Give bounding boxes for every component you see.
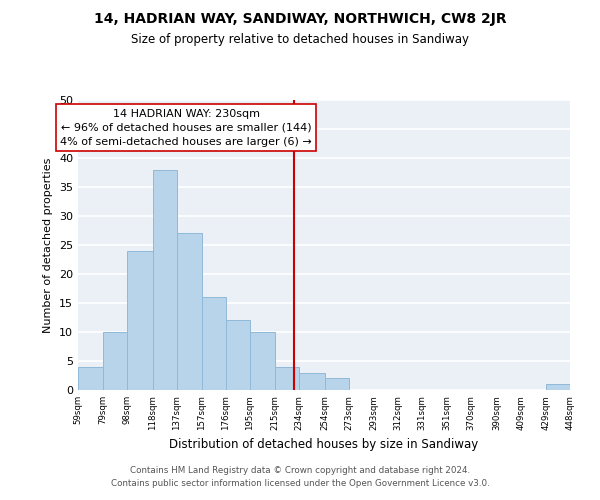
Bar <box>176 234 202 390</box>
X-axis label: Distribution of detached houses by size in Sandiway: Distribution of detached houses by size … <box>169 438 479 451</box>
Bar <box>78 367 103 390</box>
Bar <box>226 320 250 390</box>
Text: 14, HADRIAN WAY, SANDIWAY, NORTHWICH, CW8 2JR: 14, HADRIAN WAY, SANDIWAY, NORTHWICH, CW… <box>94 12 506 26</box>
Bar <box>546 384 570 390</box>
Bar <box>325 378 349 390</box>
Bar <box>103 332 127 390</box>
Bar <box>202 297 226 390</box>
Bar <box>299 372 325 390</box>
Text: 14 HADRIAN WAY: 230sqm
← 96% of detached houses are smaller (144)
4% of semi-det: 14 HADRIAN WAY: 230sqm ← 96% of detached… <box>60 108 312 146</box>
Bar <box>127 251 152 390</box>
Bar <box>275 367 299 390</box>
Text: Size of property relative to detached houses in Sandiway: Size of property relative to detached ho… <box>131 32 469 46</box>
Bar <box>152 170 176 390</box>
Bar <box>250 332 275 390</box>
Text: Contains HM Land Registry data © Crown copyright and database right 2024.
Contai: Contains HM Land Registry data © Crown c… <box>110 466 490 487</box>
Y-axis label: Number of detached properties: Number of detached properties <box>43 158 53 332</box>
